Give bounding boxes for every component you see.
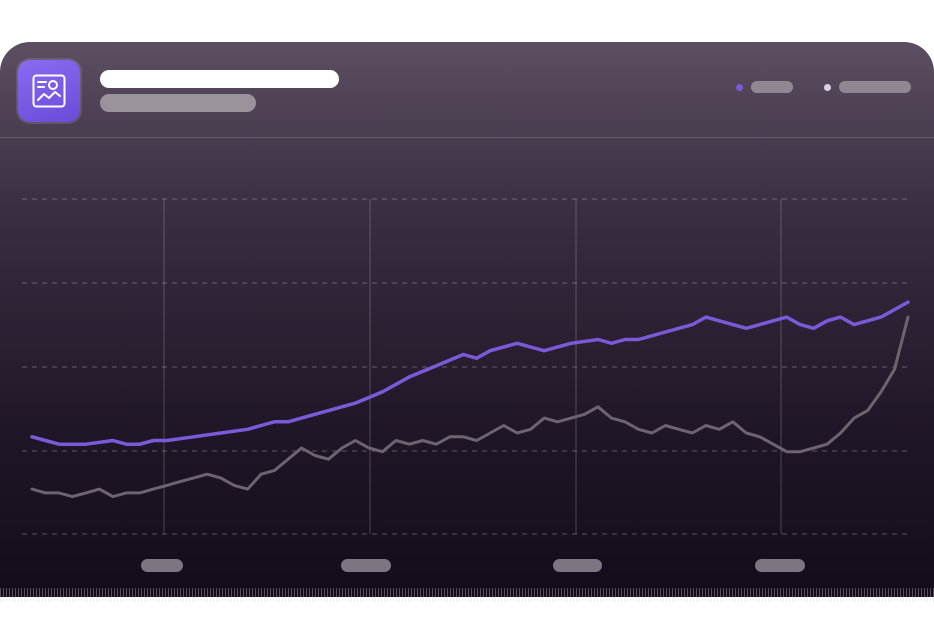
chart-subtitle-placeholder: [100, 94, 256, 112]
legend-dot-secondary: [824, 83, 831, 91]
x-tick-label-placeholder: [341, 559, 391, 572]
chart-series-layer: [30, 300, 910, 499]
series-line-secondary: [30, 315, 910, 499]
x-tick-label-placeholder: [141, 559, 183, 572]
image-chart-icon: [32, 74, 66, 108]
bottom-edge-texture: [0, 588, 934, 602]
x-tick-label-placeholder: [553, 559, 602, 572]
legend-label-secondary-placeholder: [839, 81, 911, 93]
chart-title-placeholder: [100, 70, 339, 88]
legend-dot-primary: [736, 83, 743, 91]
legend-label-primary-placeholder: [751, 81, 793, 93]
legend-item-primary[interactable]: [736, 80, 793, 94]
legend-item-secondary[interactable]: [824, 80, 911, 94]
header-divider: [0, 137, 934, 138]
app-icon[interactable]: [18, 60, 80, 122]
chart-grid: [22, 198, 910, 535]
x-tick-label-placeholder: [755, 559, 805, 572]
series-line-primary: [30, 300, 910, 446]
